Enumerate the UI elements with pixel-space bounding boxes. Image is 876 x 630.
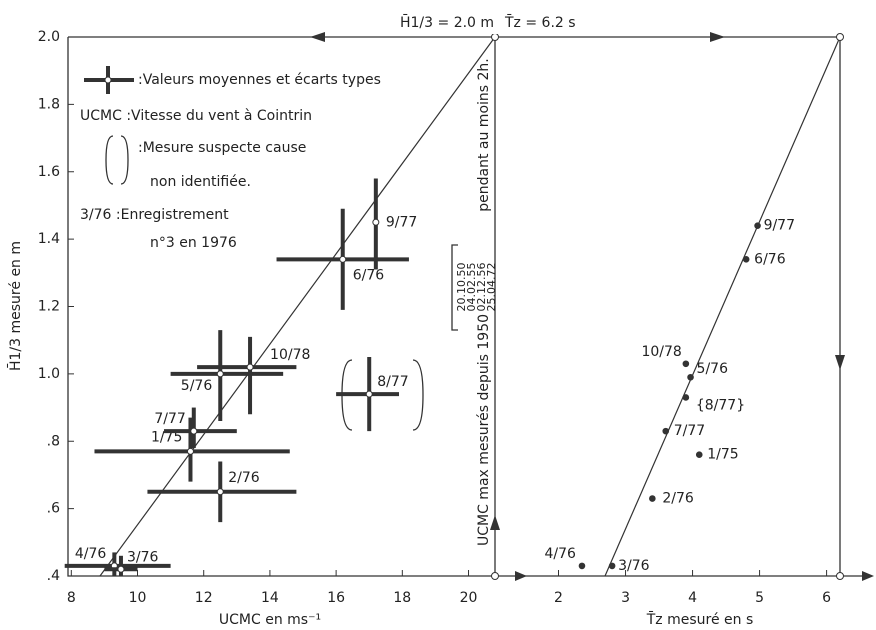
point-label: 7/77 <box>674 423 705 439</box>
annotation: UCMC max mesurés depuis 1950 <box>476 314 492 546</box>
point <box>649 495 656 502</box>
x-tick-label: 16 <box>327 590 345 606</box>
annotation: 04.02.55 <box>465 263 478 312</box>
point <box>754 222 761 229</box>
point-label: 3/76 <box>127 549 159 565</box>
legend-symbol <box>105 135 129 185</box>
legend-text: 3/76 :Enregistrement <box>80 207 229 223</box>
point <box>695 451 703 459</box>
point <box>190 427 198 435</box>
y-tick-label: 1.0 <box>38 366 60 382</box>
annotation: 20.10.50 <box>455 263 468 312</box>
point-label: 10/78 <box>270 347 310 363</box>
end-point <box>491 33 499 41</box>
point-label: 1/75 <box>707 447 738 463</box>
point <box>608 562 616 570</box>
legend-text: UCMC :Vitesse du vent à Cointrin <box>80 108 312 124</box>
legend-text: :Mesure suspecte cause <box>138 140 306 156</box>
point-label: 8/77 <box>377 374 408 390</box>
point <box>339 255 347 263</box>
chart-title: H̄1/3 = 2.0 m <box>400 13 494 31</box>
legend-symbol <box>104 76 112 84</box>
point-label: 5/76 <box>181 378 213 394</box>
point-label: 3/76 <box>618 558 650 574</box>
point-label: 1/75 <box>151 429 182 445</box>
point <box>682 394 690 401</box>
x-tick-label: 2 <box>554 590 563 606</box>
bracket <box>451 244 458 331</box>
x-tick-label: 3 <box>621 590 630 606</box>
point-label: 4/76 <box>545 546 577 562</box>
point <box>365 390 373 398</box>
annotation: 02.12.56 <box>475 263 488 312</box>
point-label: 9/77 <box>764 218 795 234</box>
y-tick-label: 2.0 <box>38 29 60 45</box>
legend-text: n°3 en 1976 <box>150 235 237 251</box>
x-tick-label: 18 <box>393 590 411 606</box>
point-label: 2/76 <box>662 491 694 507</box>
y-tick-label: .4 <box>47 568 60 584</box>
point-label: 5/76 <box>697 361 729 377</box>
title-bg <box>395 14 595 34</box>
y-tick-label: 1.4 <box>38 231 60 247</box>
arrow <box>310 32 874 581</box>
x-axis-label: UCMC en ms⁻¹ <box>219 612 321 628</box>
point-label: 4/76 <box>75 546 107 562</box>
point <box>186 447 194 455</box>
y-tick-label: 1.8 <box>38 96 60 112</box>
point-label: 7/77 <box>154 411 185 427</box>
point-label: 10/78 <box>641 344 681 360</box>
y-axis-label: H̄1/3 mesuré en m <box>6 241 24 371</box>
point <box>682 360 690 368</box>
y-tick-label: .8 <box>47 433 60 449</box>
y-tick-label: .6 <box>47 501 60 517</box>
point <box>117 565 125 573</box>
point <box>246 363 254 371</box>
x-tick-label: 20 <box>460 590 478 606</box>
point-label: 6/76 <box>754 251 786 267</box>
point-label: 9/77 <box>386 214 417 230</box>
legend-text: :Valeurs moyennes et écarts types <box>138 72 381 88</box>
x-tick-label: 5 <box>755 590 764 606</box>
x-tick-label: 10 <box>129 590 147 606</box>
point <box>372 218 380 226</box>
end-point <box>836 33 844 41</box>
legend: :Valeurs moyennes et écarts types UCMC :… <box>80 66 381 251</box>
x-axis-label: T̄z mesuré en s <box>646 610 754 628</box>
chart-title: T̄z = 6.2 s <box>504 13 576 31</box>
annotation: pendant au moins 2h. <box>476 58 492 212</box>
y-tick-label: 1.6 <box>38 164 60 180</box>
fit-line <box>604 36 841 577</box>
point-label: {8/77} <box>696 397 745 413</box>
legend-text: non identifiée. <box>150 174 251 190</box>
point <box>687 373 694 381</box>
point <box>742 256 750 263</box>
point <box>662 427 670 435</box>
point <box>216 370 224 378</box>
point-label: 2/76 <box>228 470 260 486</box>
fit-line <box>99 36 496 577</box>
x-tick-label: 8 <box>67 590 76 606</box>
x-tick-label: 14 <box>261 590 279 606</box>
end-point <box>836 572 844 580</box>
point <box>578 562 586 570</box>
x-tick-label: 4 <box>688 590 697 606</box>
end-point <box>491 572 499 580</box>
point <box>216 488 224 496</box>
y-tick-label: 1.2 <box>38 299 60 315</box>
point-label: 6/76 <box>353 267 385 283</box>
x-tick-label: 6 <box>822 590 831 606</box>
x-tick-label: 12 <box>195 590 213 606</box>
annotation: 25.04.72 <box>485 263 498 312</box>
